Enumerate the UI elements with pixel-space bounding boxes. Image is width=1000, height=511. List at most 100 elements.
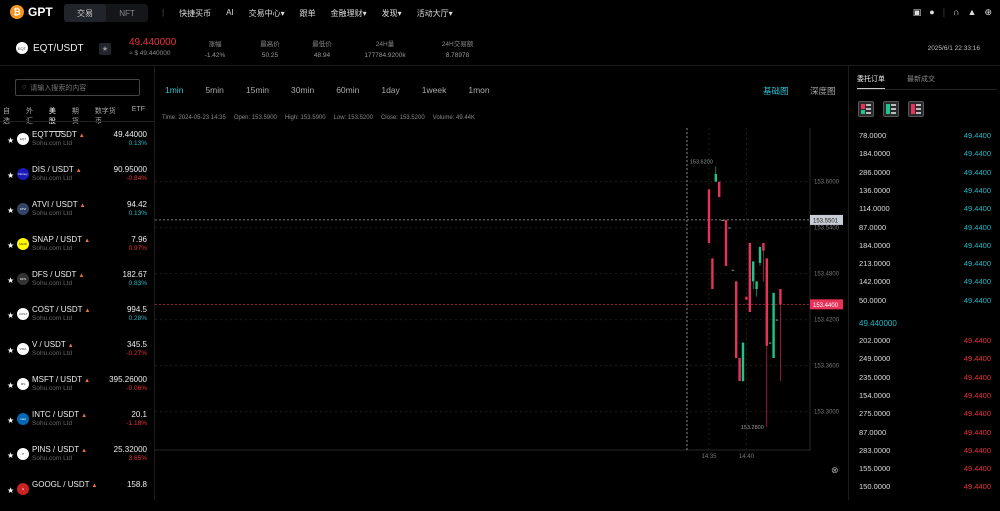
bid-row[interactable]: 286.0000 49.4400 bbox=[859, 168, 991, 180]
ask-row[interactable]: 249.0000 49.4400 bbox=[859, 354, 991, 366]
market-item[interactable]: ★ SNAP SNAP / USDT ▲ Sohu.com Ltd 7.96 0.… bbox=[0, 231, 155, 266]
ask-row[interactable]: 87.0000 49.4400 bbox=[859, 428, 991, 440]
bid-row[interactable]: 142.0000 49.4400 bbox=[859, 277, 991, 289]
interval-1mon[interactable]: 1mon bbox=[468, 85, 490, 95]
star-icon[interactable]: ★ bbox=[7, 486, 15, 495]
bid-row[interactable]: 136.0000 49.4400 bbox=[859, 186, 991, 198]
nav-discover[interactable]: 发现▾ bbox=[381, 9, 402, 18]
interval-15min[interactable]: 15min bbox=[245, 85, 270, 95]
market-item[interactable]: ★ Disney DIS / USDT ▲ Sohu.com Ltd 90.950… bbox=[0, 161, 155, 196]
nav-events[interactable]: 活动大厅▾ bbox=[416, 9, 453, 18]
stock-logo: DFS bbox=[17, 273, 29, 285]
market-item[interactable]: ★ VISA V / USDT ▲ Sohu.com Ltd 345.5 -0.2… bbox=[0, 336, 155, 371]
price: 49.4400 bbox=[963, 354, 991, 364]
info-low: Low: 153.5200 bbox=[333, 115, 373, 121]
interval-1week[interactable]: 1week bbox=[421, 85, 447, 95]
bid-row[interactable]: 50.0000 49.4400 bbox=[859, 296, 991, 308]
market-item[interactable]: ★ intel INTC / USDT ▲ Sohu.com Ltd 20.1 -… bbox=[0, 406, 155, 441]
ask-row[interactable]: 154.0000 49.4400 bbox=[859, 391, 991, 403]
max-price-label: 153.6200 bbox=[690, 159, 713, 165]
book-bids-icon[interactable] bbox=[883, 101, 899, 117]
market-item[interactable]: ★ ATVI ATVI / USDT ▲ Sohu.com Ltd 94.42 0… bbox=[0, 196, 155, 231]
tab-nft[interactable]: NFT bbox=[119, 8, 135, 18]
star-icon[interactable]: ★ bbox=[7, 416, 15, 425]
bid-row[interactable]: 78.0000 49.4400 bbox=[859, 131, 991, 143]
bid-row[interactable]: 213.0000 49.4400 bbox=[859, 259, 991, 271]
pair-price: 158.8 bbox=[126, 480, 147, 489]
candle-body bbox=[748, 243, 751, 312]
symbol: EQT EQT/USDT bbox=[16, 42, 84, 54]
star-icon[interactable]: ★ bbox=[7, 346, 15, 355]
brand-logo[interactable]: ₿ GPT bbox=[10, 5, 53, 19]
pair-price: 49.44000 bbox=[113, 130, 147, 139]
ask-row[interactable]: 202.0000 49.4400 bbox=[859, 336, 991, 348]
market-item[interactable]: ★ G GOOGL / USDT ▲ 158.8 bbox=[0, 476, 155, 511]
reset-icon[interactable]: ⊗ bbox=[831, 465, 839, 475]
market-item[interactable]: ★ EQT EQT / USDT ▲ Sohu.com Ltd 49.44000 … bbox=[0, 126, 155, 161]
ask-row[interactable]: 155.0000 49.4400 bbox=[859, 464, 991, 476]
tab-etf[interactable]: ETF bbox=[131, 106, 145, 113]
star-icon[interactable]: ★ bbox=[7, 241, 15, 250]
candle bbox=[714, 166, 717, 182]
company-name: Sohu.com Ltd bbox=[32, 385, 73, 392]
metric-change: 涨幅 -1.42% bbox=[204, 41, 226, 59]
bid-row[interactable]: 87.0000 49.4400 bbox=[859, 223, 991, 235]
price: 49.4400 bbox=[963, 204, 991, 214]
wallet-icon[interactable]: ▣ bbox=[912, 7, 922, 17]
price: 49.4400 bbox=[963, 167, 991, 177]
market-item[interactable]: ★ DFS DFS / USDT ▲ Sohu.com Ltd 182.67 0.… bbox=[0, 266, 155, 301]
candle-body bbox=[775, 319, 779, 321]
pair-change: 0.13% bbox=[128, 210, 147, 217]
favorite-button[interactable]: ★ bbox=[99, 43, 111, 55]
interval-1day[interactable]: 1day bbox=[381, 85, 400, 95]
bid-row[interactable]: 114.0000 49.4400 bbox=[859, 204, 991, 216]
metric-volume: 24H量 177784.9200k bbox=[364, 41, 406, 59]
interval-60min[interactable]: 60min bbox=[336, 85, 360, 95]
candle-body bbox=[779, 289, 782, 305]
market-item[interactable]: ★ MS MSFT / USDT ▲ Sohu.com Ltd 395.26000… bbox=[0, 371, 155, 406]
star-icon[interactable]: ★ bbox=[7, 276, 15, 285]
interval-30min[interactable]: 30min bbox=[291, 85, 315, 95]
tab-basic-chart[interactable]: 基础图 bbox=[763, 86, 789, 96]
tab-trade[interactable]: 交易 bbox=[64, 4, 106, 22]
user-icon[interactable]: ● bbox=[929, 7, 935, 17]
stock-logo: EQT bbox=[17, 133, 29, 145]
company-name: Sohu.com Ltd bbox=[32, 210, 73, 217]
tab-orders[interactable]: 委托订单 bbox=[857, 74, 885, 89]
ask-row[interactable]: 150.0000 49.4400 bbox=[859, 482, 991, 494]
nav-finance[interactable]: 金融理财▾ bbox=[330, 9, 367, 18]
interval-5min[interactable]: 5min bbox=[205, 85, 224, 95]
star-icon[interactable]: ★ bbox=[7, 381, 15, 390]
interval-1min[interactable]: 1min bbox=[165, 85, 184, 95]
nav-copy-trade[interactable]: 跟单 bbox=[299, 9, 316, 18]
star-icon[interactable]: ★ bbox=[7, 136, 15, 145]
candle-body bbox=[758, 246, 762, 263]
headset-icon[interactable]: ∩ bbox=[953, 7, 960, 17]
ask-row[interactable]: 283.0000 49.4400 bbox=[859, 446, 991, 458]
bid-row[interactable]: 184.0000 49.4400 bbox=[859, 241, 991, 253]
tab-depth-chart[interactable]: 深度图 bbox=[810, 86, 836, 96]
book-both-icon[interactable] bbox=[858, 101, 874, 117]
amount: 202.0000 bbox=[859, 336, 891, 345]
candlestick-chart[interactable]: 153.6000 153.5400 153.4800 153.4200 153.3600… bbox=[155, 128, 845, 473]
ask-row[interactable]: 235.0000 49.4400 bbox=[859, 373, 991, 385]
star-icon[interactable]: ★ bbox=[7, 311, 15, 320]
star-icon[interactable]: ★ bbox=[7, 451, 15, 460]
book-asks-icon[interactable] bbox=[908, 101, 924, 117]
star-icon[interactable]: ★ bbox=[7, 171, 15, 180]
nav-quick-buy[interactable]: 快捷买币 bbox=[179, 9, 212, 18]
nav-trade-center[interactable]: 交易中心▾ bbox=[248, 9, 285, 18]
amount: 184.0000 bbox=[859, 240, 891, 250]
amount: 142.0000 bbox=[859, 277, 891, 287]
market-item[interactable]: ★ P PINS / USDT ▲ Sohu.com Ltd 25.32000 3… bbox=[0, 441, 155, 476]
bell-icon[interactable]: ▲ bbox=[967, 7, 977, 17]
ask-row[interactable]: 275.0000 49.4400 bbox=[859, 409, 991, 421]
datetime: 2025/6/1 22:33:16 bbox=[927, 45, 980, 52]
market-item[interactable]: ★ COST COST / USDT ▲ Sohu.com Ltd 994.5 0… bbox=[0, 301, 155, 336]
star-icon[interactable]: ★ bbox=[7, 206, 15, 215]
nav-ai[interactable]: AI bbox=[226, 8, 234, 17]
bid-row[interactable]: 184.0000 49.4400 bbox=[859, 149, 991, 161]
tab-latest-trades[interactable]: 最新成交 bbox=[907, 76, 935, 83]
globe-icon[interactable]: ⊕ bbox=[984, 7, 992, 17]
search-input[interactable]: ○ 请输入搜索的内容 bbox=[15, 79, 140, 96]
